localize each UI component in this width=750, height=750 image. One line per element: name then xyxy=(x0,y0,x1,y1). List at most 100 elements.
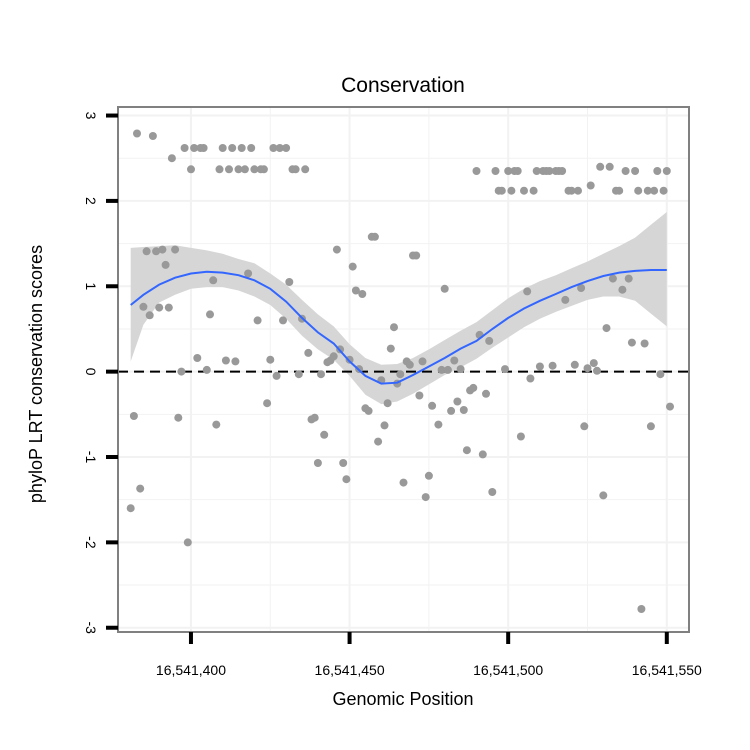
data-point xyxy=(126,504,135,513)
data-point xyxy=(589,359,598,368)
data-point xyxy=(545,167,554,175)
data-point xyxy=(294,370,303,379)
data-point xyxy=(253,316,262,325)
data-point xyxy=(532,167,541,175)
data-point xyxy=(653,167,662,175)
x-tick-label: 16,541,500 xyxy=(473,662,543,678)
data-point xyxy=(428,401,437,410)
data-point xyxy=(529,186,538,195)
confidence-ribbon xyxy=(130,212,667,405)
data-point xyxy=(259,165,268,174)
data-point xyxy=(443,365,452,374)
data-point xyxy=(310,413,319,422)
data-point xyxy=(447,406,456,415)
data-point xyxy=(462,446,471,455)
data-point xyxy=(199,144,208,152)
data-point xyxy=(437,365,446,374)
data-point xyxy=(171,245,180,254)
data-point xyxy=(478,450,487,459)
data-point xyxy=(136,484,145,493)
data-point xyxy=(453,397,462,406)
data-point xyxy=(329,352,338,361)
data-point xyxy=(390,323,398,332)
data-point xyxy=(320,430,329,439)
gridlines xyxy=(118,107,689,632)
data-point xyxy=(174,413,183,422)
data-point xyxy=(145,311,154,320)
data-point xyxy=(608,274,617,283)
axes-layer: 16,541,400 16,541,450 16,541,500 16,541,550… xyxy=(83,112,702,678)
data-point xyxy=(158,245,167,254)
data-point xyxy=(164,303,173,312)
data-point xyxy=(526,374,535,383)
data-point xyxy=(548,361,557,370)
data-point xyxy=(415,391,424,400)
panel-border-layer xyxy=(117,106,690,633)
smooth-line xyxy=(130,269,667,385)
data-point xyxy=(421,493,430,502)
data-point xyxy=(370,232,379,241)
data-point xyxy=(231,357,240,366)
data-point xyxy=(129,412,138,420)
data-point xyxy=(342,475,351,484)
data-point xyxy=(485,336,494,345)
data-point xyxy=(193,354,202,362)
data-point xyxy=(640,339,649,348)
data-point xyxy=(412,251,421,260)
x-tick-label: 16,541,550 xyxy=(632,662,702,678)
data-point xyxy=(263,399,272,408)
data-point xyxy=(282,144,291,152)
data-point xyxy=(513,167,522,175)
data-point xyxy=(567,186,576,195)
data-point xyxy=(599,491,608,500)
data-point xyxy=(561,295,570,304)
data-point xyxy=(520,186,528,195)
data-point xyxy=(580,422,589,431)
data-points-layer xyxy=(126,129,674,613)
data-point xyxy=(139,302,148,311)
data-point xyxy=(180,144,189,152)
data-point xyxy=(418,357,427,366)
data-point xyxy=(358,290,367,298)
data-point xyxy=(291,165,300,174)
data-point xyxy=(593,366,601,375)
y-tick-label: -2 xyxy=(83,536,99,549)
data-point xyxy=(142,247,151,256)
data-point xyxy=(183,538,192,547)
data-point xyxy=(212,420,221,429)
data-point xyxy=(167,154,176,163)
data-point xyxy=(237,144,246,152)
data-point xyxy=(218,144,227,152)
data-point xyxy=(285,278,294,286)
data-point xyxy=(615,186,624,195)
x-tick-label: 16,541,450 xyxy=(315,662,385,678)
data-point xyxy=(383,399,392,408)
data-point xyxy=(250,165,259,174)
y-tick-label: -3 xyxy=(83,621,99,634)
data-point xyxy=(577,284,586,292)
data-point xyxy=(177,367,186,376)
data-point xyxy=(440,284,449,293)
data-point xyxy=(469,383,478,392)
data-point xyxy=(586,181,595,190)
data-point xyxy=(631,167,640,175)
x-tick-label: 16,541,400 xyxy=(156,662,226,678)
data-point xyxy=(234,165,243,174)
data-point xyxy=(574,186,582,195)
data-point xyxy=(187,165,195,174)
data-point xyxy=(570,360,579,369)
data-point xyxy=(380,421,389,430)
data-point xyxy=(646,422,655,431)
data-point xyxy=(304,348,313,357)
data-point xyxy=(313,459,322,467)
data-point xyxy=(523,287,532,296)
y-tick-label: 2 xyxy=(83,197,99,205)
data-point xyxy=(317,370,325,379)
data-point xyxy=(596,162,605,171)
data-point xyxy=(152,247,161,256)
data-point xyxy=(634,186,643,195)
data-point xyxy=(472,167,481,175)
data-point xyxy=(332,245,341,254)
data-point xyxy=(209,276,218,285)
